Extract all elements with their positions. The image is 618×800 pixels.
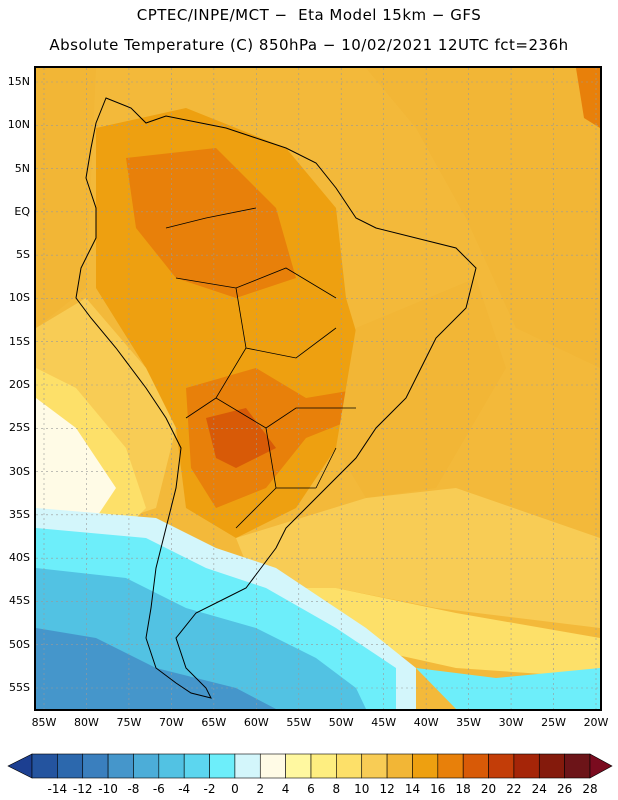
colorbar-label: -12 xyxy=(72,782,93,796)
lat-label: 40S xyxy=(9,551,30,565)
lon-label: 85W xyxy=(31,716,57,729)
lon-label: 75W xyxy=(116,716,142,729)
colorbar-swatch xyxy=(462,753,489,779)
colorbar-swatch xyxy=(133,753,160,779)
lon-label: 50W xyxy=(328,716,354,729)
colorbar-label: 14 xyxy=(404,782,421,796)
lon-label: 40W xyxy=(413,716,439,729)
lon-label: 25W xyxy=(541,716,566,729)
field-far-ne-hot xyxy=(576,68,600,128)
lat-label: EQ xyxy=(14,204,30,218)
lon-label: 60W xyxy=(243,716,269,729)
field-amazon-hot xyxy=(126,148,296,298)
colorbar-swatch xyxy=(285,753,312,779)
colorbar-label: 24 xyxy=(531,782,547,796)
colorbar-swatch xyxy=(259,753,286,779)
colorbar-label: -10 xyxy=(98,782,118,796)
map-title-line1: CPTEC/INPE/MCT − Eta Model 15km − GFS xyxy=(136,6,482,24)
lon-label: 70W xyxy=(158,716,184,729)
field-core-very-hot xyxy=(206,408,276,468)
colorbar-swatch xyxy=(234,753,261,779)
lat-label: 35S xyxy=(9,507,30,521)
colorbar-label: -2 xyxy=(203,782,216,796)
colorbar-swatch xyxy=(538,753,565,779)
colorbar-label: 12 xyxy=(379,782,395,796)
lat-label: 15N xyxy=(7,75,30,88)
colorbar-swatch xyxy=(82,753,109,779)
colorbar-swatch xyxy=(57,753,84,779)
temperature-field xyxy=(36,68,600,709)
colorbar-label: -14 xyxy=(47,782,68,796)
color-scale-bar xyxy=(7,753,613,779)
colorbar-label: -6 xyxy=(152,782,165,796)
lat-label: 10N xyxy=(7,118,30,132)
colorbar-swatch xyxy=(158,753,185,779)
lat-label: 30S xyxy=(9,464,30,478)
lon-label: 65W xyxy=(201,716,227,729)
lat-label: 45S xyxy=(9,594,30,608)
field-chaco-hot xyxy=(186,368,366,508)
colorbar-swatch xyxy=(361,753,388,779)
colorbar-label: -4 xyxy=(178,782,191,796)
colorbar-high-arrow xyxy=(589,753,613,779)
colorbar-label: 10 xyxy=(354,782,370,796)
colorbar-swatch xyxy=(310,753,337,779)
lat-label: 25S xyxy=(9,421,30,435)
colorbar-label: 0 xyxy=(231,782,239,796)
colorbar-label: -8 xyxy=(127,782,140,796)
lon-label: 35W xyxy=(456,716,482,729)
colorbar-label: 2 xyxy=(256,782,265,796)
lat-label: 5S xyxy=(16,248,30,262)
colorbar-swatch xyxy=(564,753,591,779)
colorbar-label: 16 xyxy=(430,782,446,796)
colorbar-label: 8 xyxy=(332,782,341,796)
colorbar-swatch xyxy=(412,753,439,779)
lon-label: 30W xyxy=(498,716,524,729)
field-pacific-tropical xyxy=(36,68,96,328)
lat-label: 55S xyxy=(9,681,30,694)
colorbar-label: 22 xyxy=(506,782,522,796)
lat-label: 10S xyxy=(9,291,30,305)
field-south-atlantic-mild xyxy=(236,488,600,628)
field-se-ocean-cool xyxy=(416,668,600,709)
temperature-map xyxy=(34,66,602,711)
colorbar-label: 6 xyxy=(307,782,315,796)
colorbar-swatch xyxy=(209,753,236,779)
colorbar-swatch xyxy=(386,753,413,779)
lon-label: 80W xyxy=(74,716,99,729)
colorbar-swatch xyxy=(513,753,540,779)
colorbar-swatch xyxy=(488,753,515,779)
lon-label: 20W xyxy=(583,716,609,729)
lat-label: 20S xyxy=(9,378,30,391)
lon-label: 45W xyxy=(371,716,397,729)
field-south-atlantic-cool xyxy=(256,588,600,678)
coastline xyxy=(75,97,477,699)
colorbar-low-arrow xyxy=(7,753,33,779)
colorbar-swatch xyxy=(107,753,134,779)
field-north-atlantic xyxy=(366,68,600,368)
map-title-line2: Absolute Temperature (C) 850hPa − 10/02/… xyxy=(49,36,569,54)
colorbar-label: 18 xyxy=(455,782,471,796)
colorbar-swatch xyxy=(183,753,210,779)
colorbar-swatch xyxy=(336,753,363,779)
field-east-coast xyxy=(336,278,506,498)
lat-label: 50S xyxy=(9,637,30,651)
colorbar-label: 20 xyxy=(480,782,497,796)
colorbar-swatch xyxy=(437,753,464,779)
colorbar-label: 4 xyxy=(281,782,290,796)
lon-label: 55W xyxy=(286,716,312,729)
country-borders xyxy=(165,207,356,529)
colorbar-label: 28 xyxy=(582,782,598,796)
lat-label: 5N xyxy=(14,161,30,175)
lat-label: 15S xyxy=(9,334,30,348)
colorbar-label: 26 xyxy=(556,782,573,796)
colorbar-swatch xyxy=(31,753,58,779)
